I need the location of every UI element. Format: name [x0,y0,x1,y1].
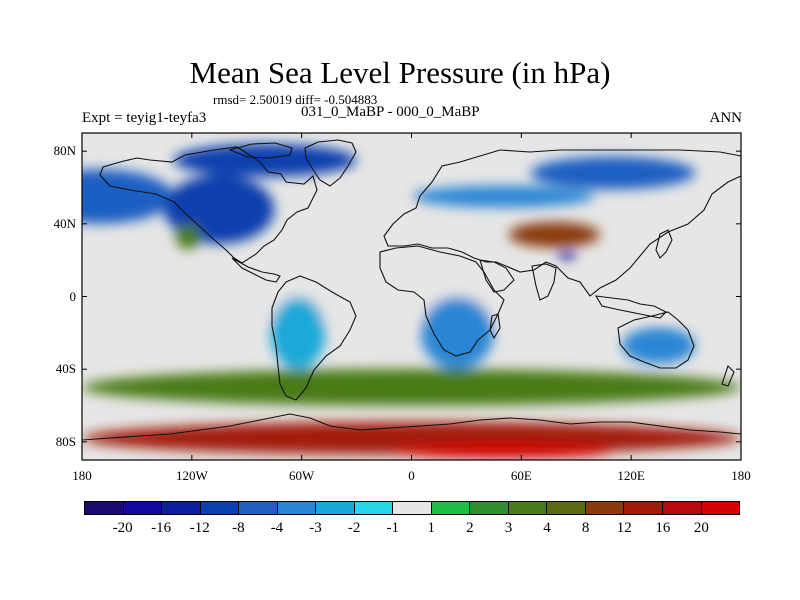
map-title: Mean Sea Level Pressure (in hPa) [189,55,611,90]
colorbar-cell [393,502,432,514]
colorbar-cell [701,502,740,514]
colorbar-level-label: -16 [151,520,172,536]
coastline-arabia [479,259,515,293]
field-region-africa-low [420,296,494,370]
experiment-label: Expt = teyig1-teyfa3 [82,110,207,126]
colorbar-level-label: 12 [616,520,632,536]
colorbar-level-label: 4 [543,520,551,536]
field-region-central-asia-high [508,222,601,248]
colorbar-level-label: -12 [189,520,210,536]
colorbar-cell [316,502,355,514]
field-region-southern-ocean-band [82,369,741,406]
stats-label: rmsd= 2.50019 diff= -0.504883 [213,92,378,107]
x-tick-label: 120E [617,468,645,483]
colorbar-level-label: -8 [232,520,245,536]
y-tick-label: 80S [55,433,76,449]
colorbar-cell [508,502,548,514]
colorbar-cell [85,502,124,514]
comparison-label: 031_0_MaBP - 000_0_MaBP [301,104,480,120]
field-region-north-atlantic-high [301,187,412,242]
coastline-madagascar [489,313,501,340]
colorbar-cell [162,502,201,514]
colorbar-cell [431,502,471,514]
colorbar-level-label: 3 [504,520,513,536]
colorbar-cell [239,502,278,514]
x-tick-label: 60W [289,468,315,483]
coastline-south-america [271,275,357,401]
coastline-greenland [304,139,357,187]
x-tick-label: 120W [175,468,208,483]
x-tick-label: 180 [731,468,751,483]
colorbar-level-label: -2 [347,520,361,536]
y-tick-label: 40N [53,215,76,231]
field-region-south-asia-low [557,251,577,262]
colorbar-level-label: 1 [427,520,436,536]
colorbar-level-label: 8 [581,520,590,536]
field-region-south-america-low [270,296,326,370]
colorbar-cell [547,502,586,514]
y-tick-label: 0 [69,288,77,304]
colorbar [84,501,740,515]
y-tick-label: 80N [53,143,76,159]
field-region-arctic-low [173,143,357,177]
coastline-north-america [99,146,318,264]
x-tick-label: 180 [72,468,92,483]
colorbar-level-label: -20 [112,520,133,536]
colorbar-cell [354,502,394,514]
coastline-africa [379,245,505,357]
coastline-japan [655,229,673,259]
colorbar-cell [470,502,509,514]
x-tick-label: 0 [408,468,415,483]
x-tick-label: 60E [510,468,532,483]
colorbar-cell [624,502,663,514]
field-region-siberia-low [530,156,696,190]
colorbar-level-label: -3 [309,520,322,536]
colorbar-level-label: -1 [386,520,399,536]
colorbar-cell [123,502,163,514]
colorbar-level-label: 2 [466,520,474,536]
map-field [82,143,741,459]
field-region-north-pacific-low [82,169,174,224]
coastline-new-zealand [721,364,735,387]
coastline-layer [82,139,741,441]
colorbar-cell [200,502,240,514]
colorbar-level-label: 16 [655,520,671,536]
colorbar-cell [585,502,625,514]
coastline-australia [617,311,695,369]
field-region-west-north-america-high [175,223,201,250]
field-region-antarctic-core [393,443,613,459]
field-region-australia-low [622,327,696,364]
field-region-eurasia-band [411,185,595,208]
axis-ticks [81,133,742,460]
colorbar-cell [662,502,702,514]
coastline-antarctica [82,413,741,441]
coastline-arctic-islands [228,142,293,159]
field-region-tropical-band [82,269,741,324]
colorbar-level-label: 20 [693,520,709,536]
period-label: ANN [709,110,743,126]
colorbar-cell [277,502,317,514]
coastline-india [531,263,557,301]
colorbar-level-label: -4 [270,520,284,536]
field-layer [82,143,741,459]
y-tick-label: 40S [55,361,76,377]
coastline-central-america [231,257,281,283]
